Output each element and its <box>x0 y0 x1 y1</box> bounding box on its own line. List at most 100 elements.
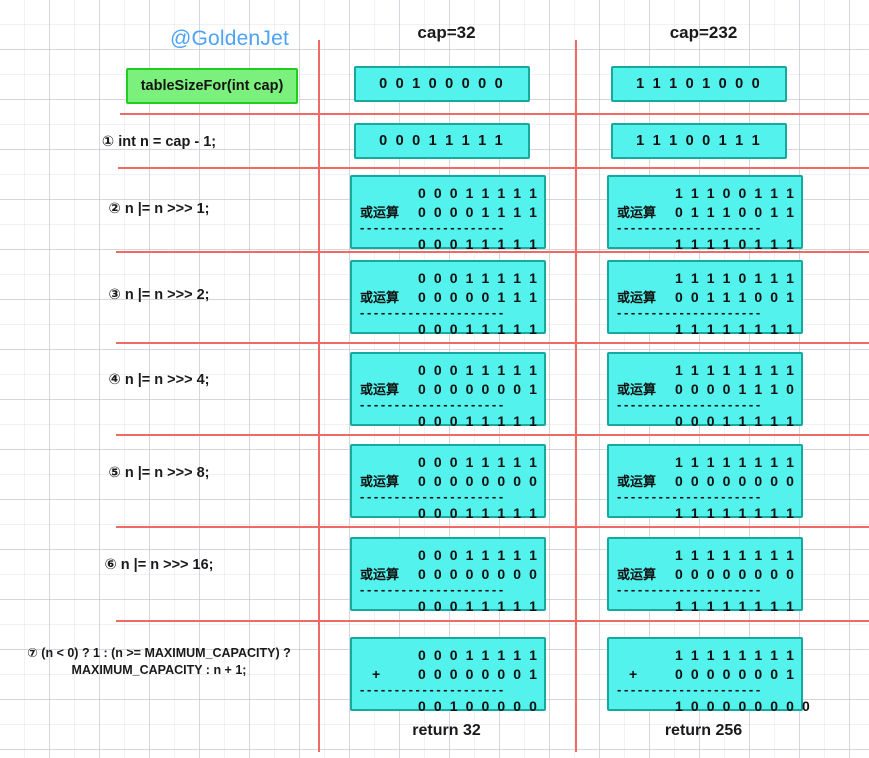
separator-dashes: - - - - - - - - - - - - - - - - - - - - … <box>360 398 503 411</box>
column-divider-left <box>318 40 320 752</box>
result-value: 1 1 1 1 0 1 1 1 <box>675 235 797 252</box>
result-row: 0 0 0 1 1 1 1 1 <box>360 411 537 430</box>
binary-box-right-step-1: 1 1 1 0 0 1 1 1 <box>611 123 787 159</box>
operator-label: + <box>372 665 381 682</box>
result-row: 0 0 0 1 1 1 1 1 <box>360 596 537 615</box>
operand-b: 0 0 0 0 0 0 0 1 <box>418 380 540 397</box>
binary-box-left-step-2: 0 0 0 1 1 1 1 1 或运算 0 0 0 0 1 1 1 1 - - -… <box>350 175 546 252</box>
operand-row-a: 0 0 0 1 1 1 1 1 <box>360 360 537 379</box>
binary-box-right-step-0: 1 1 1 0 1 0 0 0 <box>611 66 787 102</box>
operand-row-a: 0 0 0 1 1 1 1 1 <box>360 268 537 287</box>
operand-a: 1 1 1 1 0 1 1 1 <box>675 269 797 286</box>
result-value: 1 1 1 1 1 1 1 1 <box>675 504 797 521</box>
operand-b: 0 0 0 0 0 0 0 1 <box>418 665 540 682</box>
result-value: 1 1 1 1 1 1 1 1 <box>675 320 797 337</box>
operand-row-a: 1 1 1 1 1 1 1 1 <box>617 360 794 379</box>
result-row: 1 1 1 1 0 1 1 1 <box>617 234 794 253</box>
operand-a: 1 1 1 1 1 1 1 1 <box>675 453 797 470</box>
operand-row-a: 1 1 1 1 0 1 1 1 <box>617 268 794 287</box>
operand-row-b: 或运算 0 0 0 0 0 0 0 0 <box>617 564 794 583</box>
operand-row-a: 1 1 1 1 1 1 1 1 <box>617 645 794 664</box>
binary-box-right-step-6: 1 1 1 1 1 1 1 1 或运算 0 0 0 0 0 0 0 0 - - -… <box>607 537 803 614</box>
separator-dashes: - - - - - - - - - - - - - - - - - - - - … <box>617 306 760 319</box>
separator-dashes: - - - - - - - - - - - - - - - - - - - - … <box>360 683 503 696</box>
operand-a: 0 0 0 1 1 1 1 1 <box>418 646 540 663</box>
binary-box-left-step-3: 0 0 0 1 1 1 1 1 或运算 0 0 0 0 0 1 1 1 - - -… <box>350 260 546 337</box>
operand-a: 1 1 1 1 1 1 1 1 <box>675 546 797 563</box>
binary-box-left-step-7: 0 0 0 1 1 1 1 1 +0 0 0 0 0 0 0 1 - - - -… <box>350 637 546 714</box>
binary-box-left-step-6: 0 0 0 1 1 1 1 1 或运算 0 0 0 0 0 0 0 0 - - -… <box>350 537 546 614</box>
step-label-5: ⑤ n |= n >>> 8; <box>108 465 210 481</box>
row-divider-7 <box>116 620 869 622</box>
operand-row-a: 0 0 0 1 1 1 1 1 <box>360 645 537 664</box>
binary-box-right-step-7: 1 1 1 1 1 1 1 1 +0 0 0 0 0 0 0 1 - - - -… <box>607 637 810 714</box>
watermark: @GoldenJet <box>170 27 290 50</box>
operand-row-b: 或运算 0 1 1 1 0 0 1 1 <box>617 202 794 221</box>
result-value: 0 0 0 1 1 1 1 1 <box>418 412 540 429</box>
step-label-1: ① int n = cap - 1; <box>101 134 217 150</box>
operator-label: 或运算 <box>360 567 400 582</box>
operand-a: 0 0 0 1 1 1 1 1 <box>418 269 540 286</box>
operator-label: 或运算 <box>360 382 400 397</box>
operand-b: 0 0 0 0 0 0 0 0 <box>418 472 540 489</box>
operand-a: 1 1 1 0 0 1 1 1 <box>675 184 797 201</box>
operand-b: 0 0 0 0 0 1 1 1 <box>418 288 540 305</box>
operator-label: 或运算 <box>617 382 657 397</box>
binary-value: 0 0 0 1 1 1 1 1 <box>379 133 505 149</box>
operand-row-b: +0 0 0 0 0 0 0 1 <box>617 664 794 683</box>
column-divider-right <box>575 40 577 752</box>
separator-dashes: - - - - - - - - - - - - - - - - - - - - … <box>617 398 760 411</box>
operand-row-b: 或运算 0 0 1 1 1 0 0 1 <box>617 287 794 306</box>
operand-b: 0 0 0 0 0 0 0 0 <box>675 565 797 582</box>
operator-label: 或运算 <box>617 567 657 582</box>
result-row: 1 1 1 1 1 1 1 1 <box>617 503 794 522</box>
operand-row-b: 或运算 0 0 0 0 0 0 0 0 <box>360 471 537 490</box>
result-value: 0 0 0 1 1 1 1 1 <box>418 320 540 337</box>
binary-box-left-step-1: 0 0 0 1 1 1 1 1 <box>354 123 530 159</box>
binary-value: 1 1 1 0 0 1 1 1 <box>636 133 762 149</box>
operand-row-b: +0 0 0 0 0 0 0 1 <box>360 664 537 683</box>
step-label-3: ③ n |= n >>> 2; <box>108 287 210 303</box>
row-divider-5 <box>116 434 869 436</box>
result-row: 0 0 1 0 0 0 0 0 <box>360 696 537 715</box>
result-row: 1 0 0 0 0 0 0 0 0 <box>617 696 810 715</box>
operand-row-a: 0 0 0 1 1 1 1 1 <box>360 183 537 202</box>
operand-a: 0 0 0 1 1 1 1 1 <box>418 361 540 378</box>
result-value: 0 0 0 1 1 1 1 1 <box>418 597 540 614</box>
column-header-cap232: cap=232 <box>669 23 738 42</box>
row-divider-6 <box>116 526 869 528</box>
operand-row-a: 1 1 1 1 1 1 1 1 <box>617 545 794 564</box>
separator-dashes: - - - - - - - - - - - - - - - - - - - - … <box>360 490 503 503</box>
operand-row-a: 0 0 0 1 1 1 1 1 <box>360 452 537 471</box>
binary-box-left-step-5: 0 0 0 1 1 1 1 1 或运算 0 0 0 0 0 0 0 0 - - -… <box>350 444 546 521</box>
separator-dashes: - - - - - - - - - - - - - - - - - - - - … <box>617 683 760 696</box>
operand-b: 0 0 0 0 1 1 1 0 <box>675 380 797 397</box>
operand-row-b: 或运算 0 0 0 0 0 0 0 0 <box>617 471 794 490</box>
row-divider-4 <box>116 342 869 344</box>
separator-dashes: - - - - - - - - - - - - - - - - - - - - … <box>360 221 503 234</box>
operand-row-a: 1 1 1 1 1 1 1 1 <box>617 452 794 471</box>
result-value: 1 1 1 1 1 1 1 1 <box>675 597 797 614</box>
operand-row-b: 或运算 0 0 0 0 0 0 0 0 <box>360 564 537 583</box>
binary-box-right-step-2: 1 1 1 0 0 1 1 1 或运算 0 1 1 1 0 0 1 1 - - -… <box>607 175 803 252</box>
operand-row-a: 0 0 0 1 1 1 1 1 <box>360 545 537 564</box>
operator-label: 或运算 <box>617 290 657 305</box>
binary-box-left-step-4: 0 0 0 1 1 1 1 1 或运算 0 0 0 0 0 0 0 1 - - -… <box>350 352 546 429</box>
result-value: 0 0 0 1 1 1 1 1 <box>418 504 540 521</box>
result-row: 1 1 1 1 1 1 1 1 <box>617 596 794 615</box>
operand-b: 0 1 1 1 0 0 1 1 <box>675 203 797 220</box>
operand-row-b: 或运算 0 0 0 0 1 1 1 1 <box>360 202 537 221</box>
return-value-left: return 32 <box>412 722 481 739</box>
operand-row-a: 1 1 1 0 0 1 1 1 <box>617 183 794 202</box>
step-label-4: ④ n |= n >>> 4; <box>108 372 210 388</box>
result-row: 0 0 0 1 1 1 1 1 <box>360 319 537 338</box>
result-value: 1 0 0 0 0 0 0 0 0 <box>675 697 812 714</box>
operand-a: 0 0 0 1 1 1 1 1 <box>418 184 540 201</box>
operand-row-b: 或运算 0 0 0 0 1 1 1 0 <box>617 379 794 398</box>
step-label-7: ⑦ (n < 0) ? 1 : (n >= MAXIMUM_CAPACITY) … <box>27 646 291 677</box>
row-divider-3 <box>116 251 869 253</box>
step-label-2: ② n |= n >>> 1; <box>108 201 210 217</box>
separator-dashes: - - - - - - - - - - - - - - - - - - - - … <box>360 306 503 319</box>
separator-dashes: - - - - - - - - - - - - - - - - - - - - … <box>617 221 760 234</box>
